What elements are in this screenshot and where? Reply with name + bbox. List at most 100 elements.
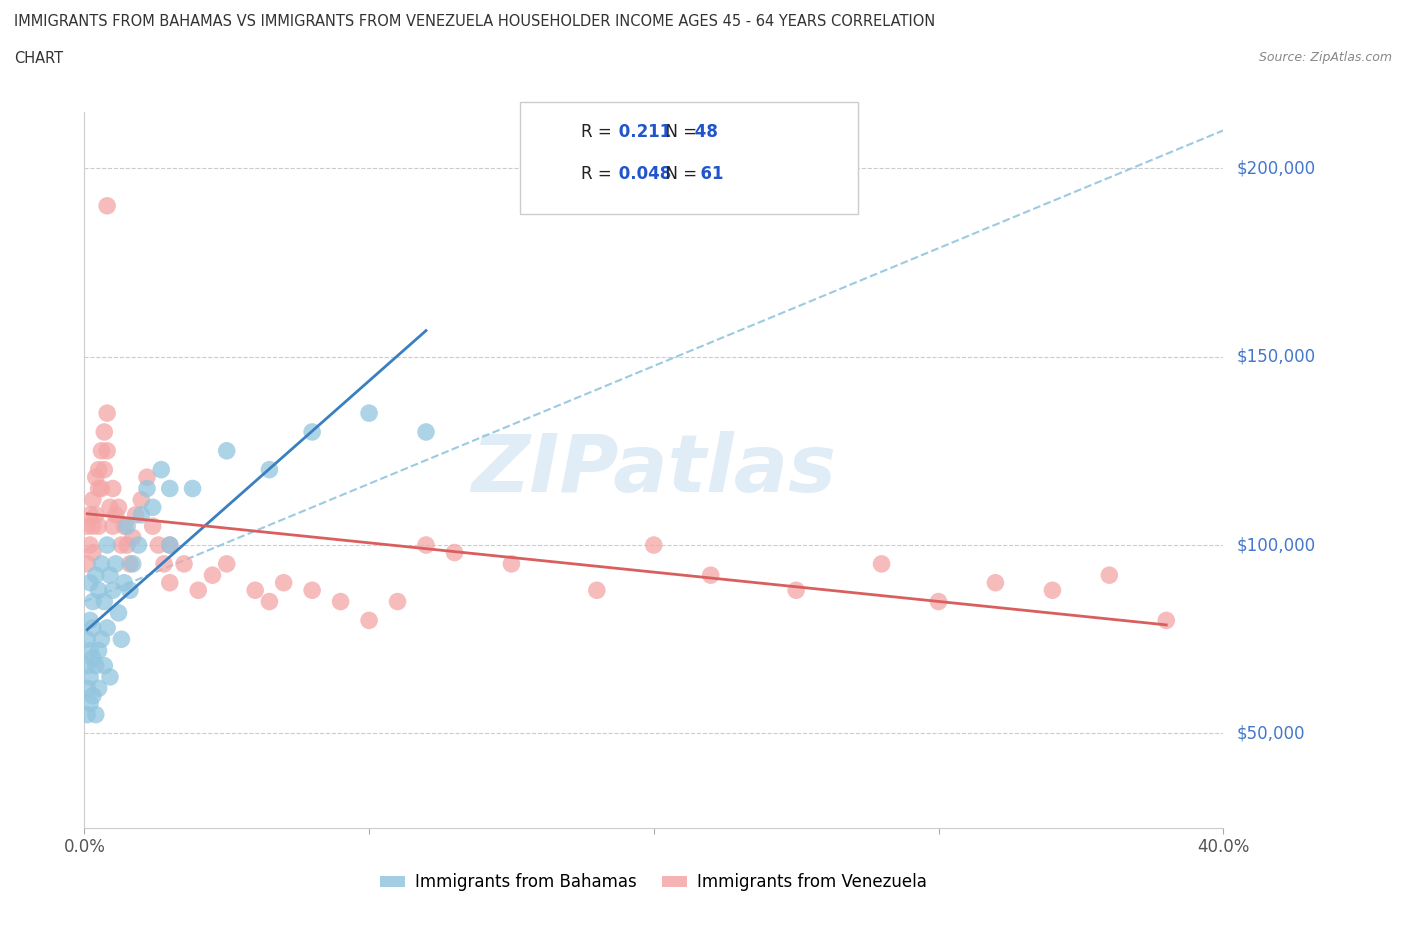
Point — [76, 707, 98, 722]
Point — [501, 556, 523, 571]
Text: R =: R = — [581, 165, 612, 182]
Point — [118, 583, 141, 598]
Text: $50,000: $50,000 — [1237, 724, 1306, 742]
Point — [82, 688, 104, 703]
Point — [259, 594, 281, 609]
Point — [415, 424, 437, 439]
Text: 48: 48 — [689, 123, 718, 140]
Point — [201, 567, 224, 582]
Point — [387, 594, 409, 609]
Point — [79, 696, 101, 711]
Point — [101, 583, 124, 598]
Point — [93, 594, 115, 609]
Text: N =: N = — [655, 165, 697, 182]
Point — [928, 594, 950, 609]
Point — [1042, 583, 1064, 598]
Point — [87, 681, 110, 696]
Point — [98, 500, 121, 515]
Point — [90, 631, 112, 646]
Point — [159, 576, 181, 591]
Point — [115, 519, 138, 534]
Text: $150,000: $150,000 — [1237, 348, 1316, 365]
Point — [79, 508, 101, 523]
Point — [359, 405, 381, 420]
Point — [121, 556, 143, 571]
Point — [87, 462, 110, 477]
Point — [101, 519, 124, 534]
Point — [700, 567, 723, 582]
Point — [329, 594, 352, 609]
Point — [90, 481, 112, 496]
Point — [82, 651, 104, 666]
Point — [115, 538, 138, 552]
Point — [76, 519, 98, 534]
Point — [153, 556, 176, 571]
Point — [785, 583, 807, 598]
Point — [79, 538, 101, 552]
Point — [87, 583, 110, 598]
Point — [87, 481, 110, 496]
Point — [136, 470, 159, 485]
Point — [84, 567, 107, 582]
Point — [245, 583, 267, 598]
Point — [96, 405, 118, 420]
Point — [127, 538, 149, 552]
Text: Source: ZipAtlas.com: Source: ZipAtlas.com — [1258, 51, 1392, 64]
Text: 61: 61 — [689, 165, 724, 182]
Point — [273, 576, 295, 591]
Point — [93, 462, 115, 477]
Point — [82, 620, 104, 635]
Point — [259, 462, 281, 477]
Point — [110, 631, 132, 646]
Point — [359, 613, 381, 628]
Point — [586, 583, 609, 598]
Point — [159, 538, 181, 552]
Point — [112, 519, 135, 534]
Point — [1098, 567, 1121, 582]
Point — [79, 576, 101, 591]
Text: 0.048: 0.048 — [613, 165, 671, 182]
Point — [84, 658, 107, 673]
Point — [159, 538, 181, 552]
Point — [96, 538, 118, 552]
Point — [870, 556, 893, 571]
Point — [142, 519, 165, 534]
Point — [173, 556, 195, 571]
Point — [159, 481, 181, 496]
Point — [96, 620, 118, 635]
Text: R =: R = — [581, 123, 617, 140]
Legend: Immigrants from Bahamas, Immigrants from Venezuela: Immigrants from Bahamas, Immigrants from… — [374, 867, 934, 898]
Point — [79, 670, 101, 684]
Text: CHART: CHART — [14, 51, 63, 66]
Point — [76, 631, 98, 646]
Point — [90, 444, 112, 458]
Point — [124, 508, 146, 523]
Point — [984, 576, 1007, 591]
Point — [82, 492, 104, 507]
Point — [131, 508, 153, 523]
Point — [148, 538, 170, 552]
Point — [82, 594, 104, 609]
Point — [96, 198, 118, 213]
Point — [93, 658, 115, 673]
Point — [110, 538, 132, 552]
Point — [443, 545, 465, 560]
Point — [215, 444, 238, 458]
Point — [93, 424, 115, 439]
Point — [76, 658, 98, 673]
Point — [76, 681, 98, 696]
Point — [87, 519, 110, 534]
Point — [107, 500, 129, 515]
Point — [79, 613, 101, 628]
Point — [118, 556, 141, 571]
Point — [82, 545, 104, 560]
Point — [301, 583, 323, 598]
Point — [98, 670, 121, 684]
Point — [1156, 613, 1178, 628]
Point — [84, 470, 107, 485]
Point — [84, 508, 107, 523]
Point — [84, 707, 107, 722]
Point — [215, 556, 238, 571]
Point — [76, 556, 98, 571]
Point — [104, 556, 127, 571]
